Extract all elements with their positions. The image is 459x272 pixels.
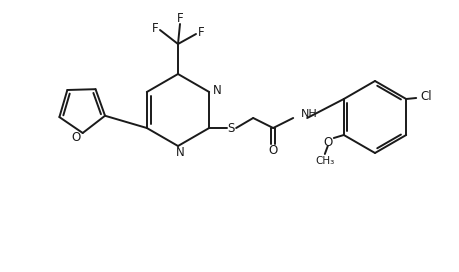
- Text: CH₃: CH₃: [314, 156, 334, 166]
- Text: N: N: [175, 147, 184, 159]
- Text: F: F: [176, 11, 183, 24]
- Text: NH: NH: [301, 109, 317, 119]
- Text: F: F: [197, 26, 204, 39]
- Text: O: O: [71, 131, 80, 144]
- Text: O: O: [323, 135, 332, 149]
- Text: F: F: [151, 21, 158, 35]
- Text: S: S: [227, 122, 235, 134]
- Text: O: O: [268, 144, 277, 156]
- Text: N: N: [213, 85, 221, 97]
- Text: Cl: Cl: [420, 89, 431, 103]
